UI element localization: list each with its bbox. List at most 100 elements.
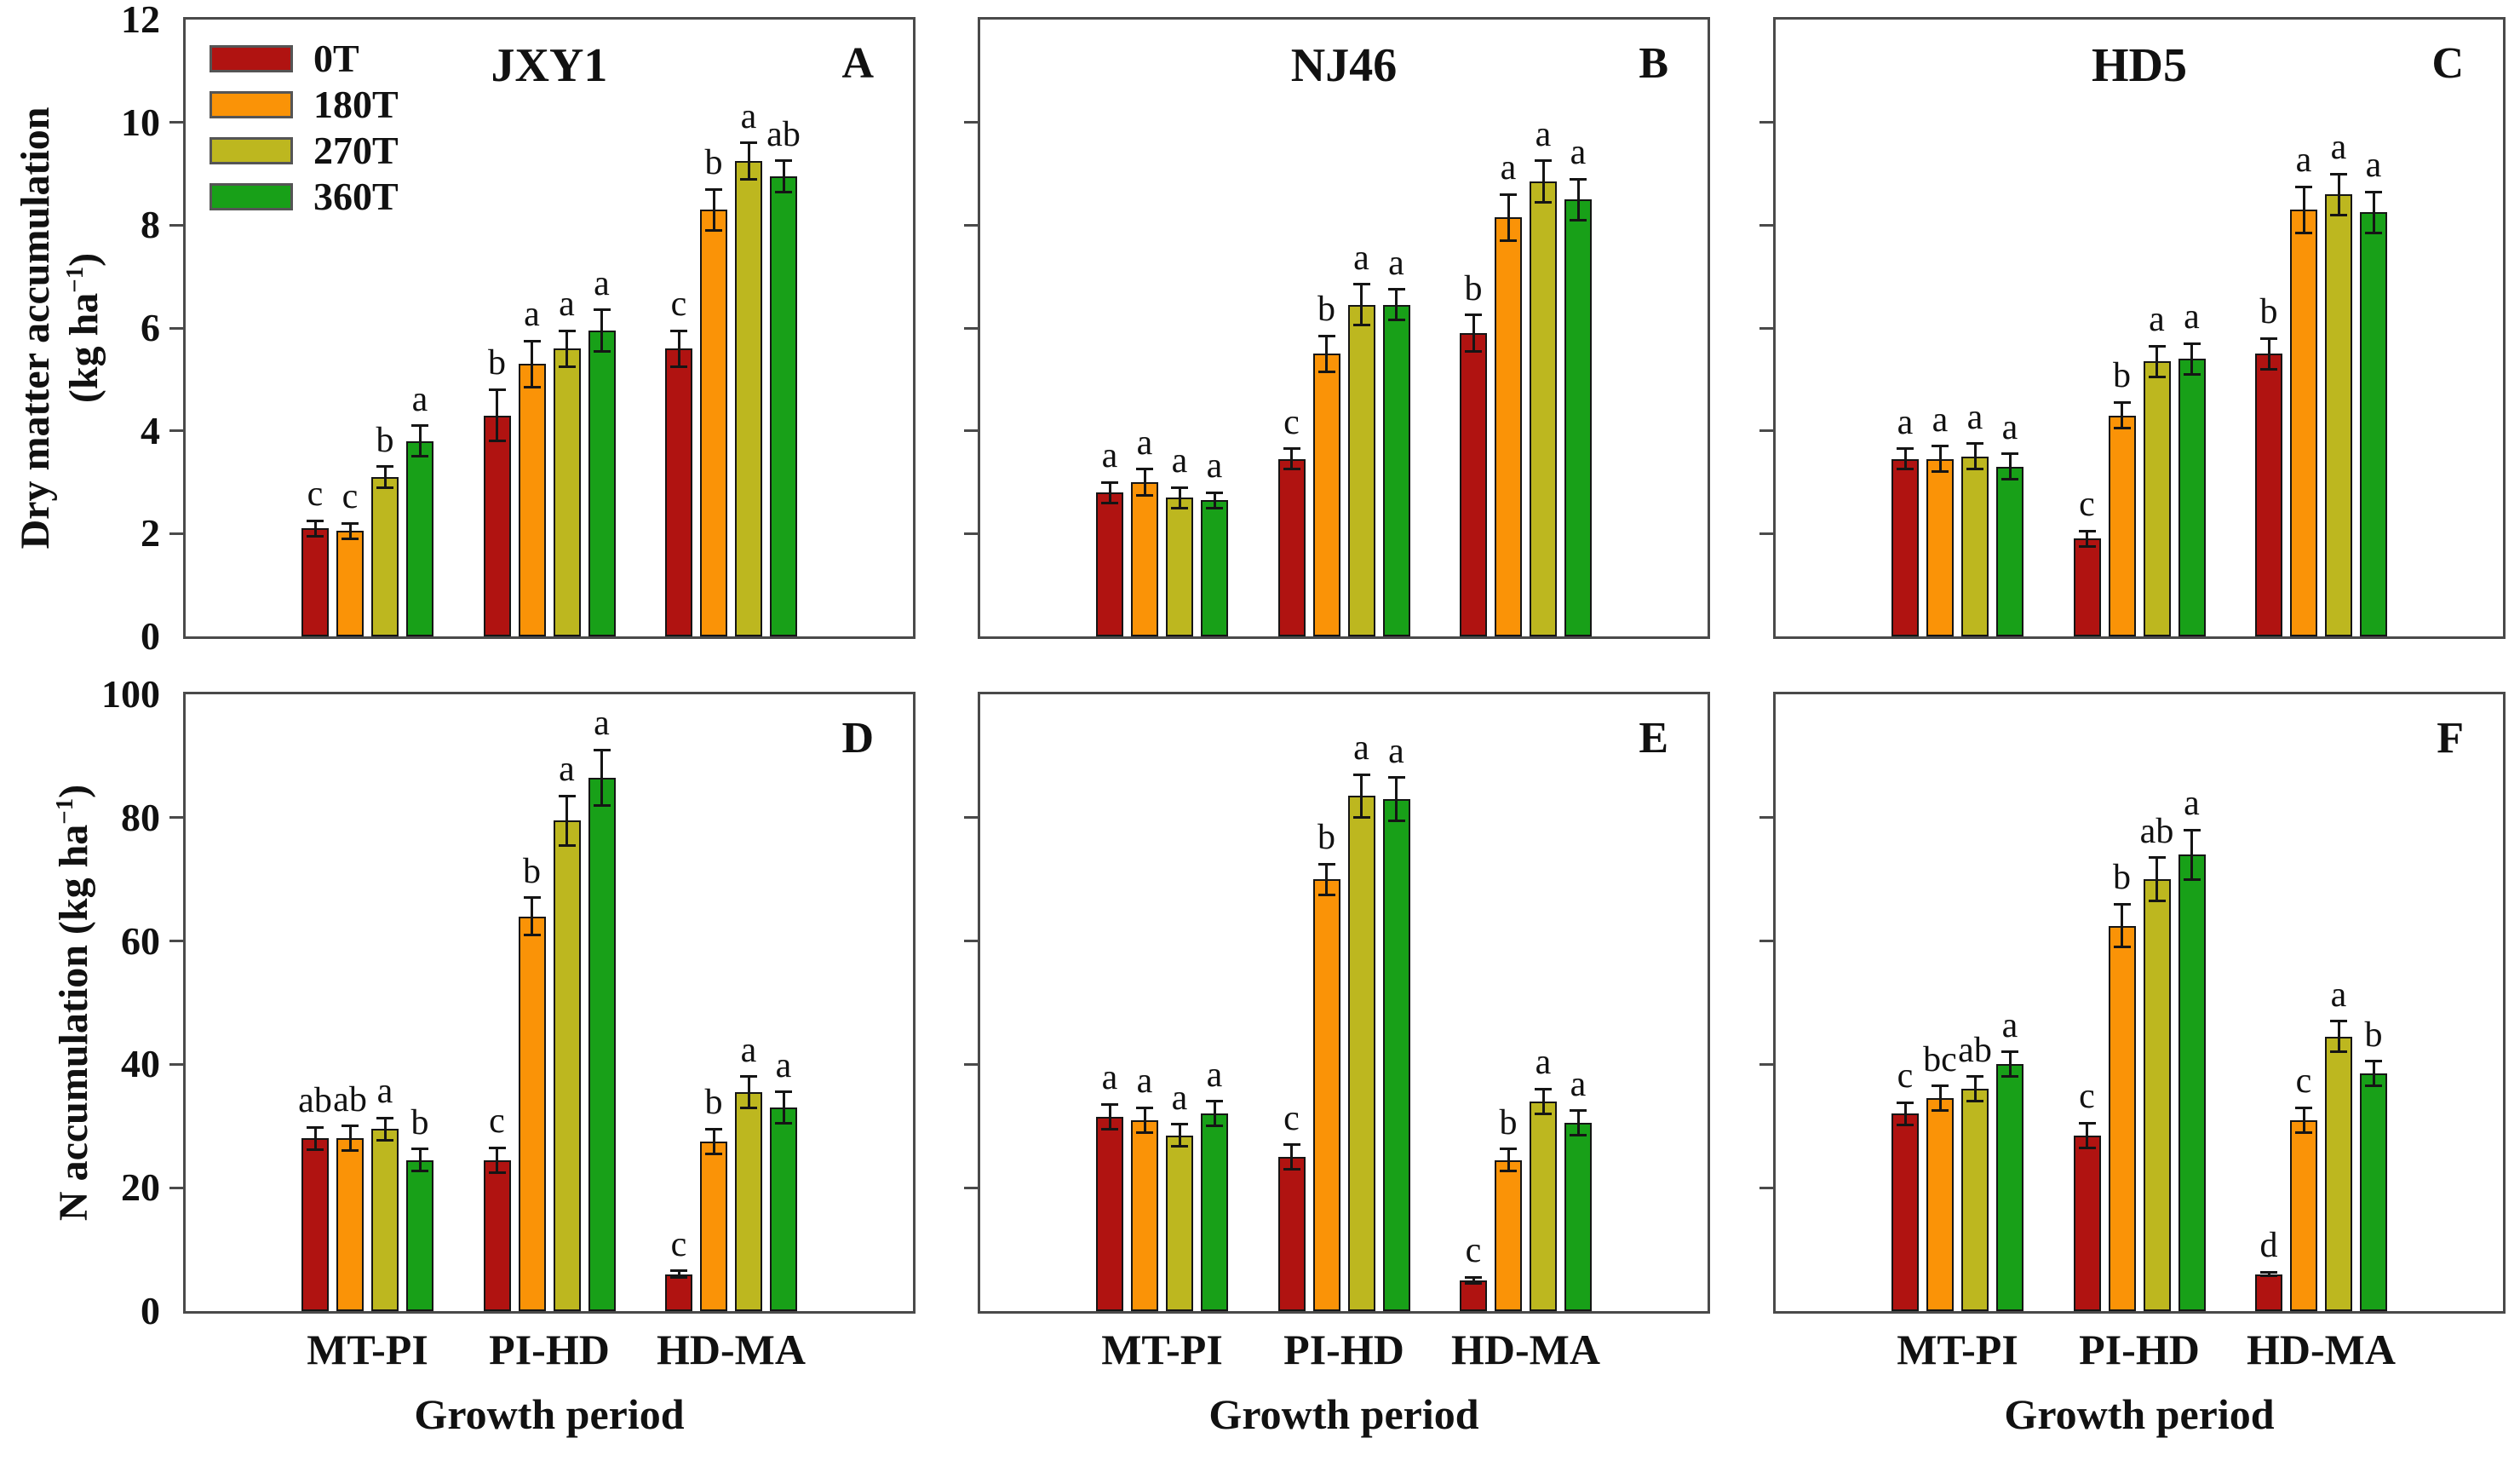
- error-bar: [1108, 1104, 1111, 1130]
- bar-360t-mt-pi: [1201, 500, 1228, 636]
- error-bar: [2008, 453, 2012, 480]
- error-bar-cap-top: [1206, 491, 1223, 494]
- error-bar-cap-top: [1136, 468, 1153, 471]
- error-bar: [1325, 336, 1328, 372]
- bar-270t-hd-ma: [2325, 1036, 2352, 1311]
- x-tick-label-mt-pi: MT-PI: [1897, 1326, 2018, 1373]
- error-bar-cap-top: [411, 424, 428, 428]
- error-bar-cap-bottom: [1171, 1145, 1188, 1148]
- error-bar-cap-bottom: [2078, 1146, 2096, 1149]
- significance-letter: a: [1535, 114, 1552, 154]
- error-bar-cap-bottom: [2113, 946, 2131, 949]
- bar-270t-pi-hd: [2143, 361, 2171, 636]
- panel-letter: C: [2431, 39, 2464, 88]
- significance-letter: ab: [1958, 1030, 1992, 1070]
- error-bar-cap-bottom: [1317, 370, 1335, 373]
- significance-letter: a: [1206, 446, 1223, 486]
- error-bar-cap-top: [1352, 773, 1370, 776]
- bar-0t-hd-ma: [1460, 1280, 1487, 1311]
- error-bar-cap-top: [2148, 856, 2166, 860]
- error-bar: [1395, 777, 1398, 821]
- error-bar-cap-top: [2078, 529, 2096, 532]
- error-bar-cap-bottom: [2295, 231, 2312, 234]
- bar-0t-pi-hd: [483, 1159, 511, 1311]
- significance-letter: a: [740, 1030, 757, 1070]
- bar-0t-mt-pi: [1891, 458, 1919, 636]
- error-bar: [383, 466, 387, 488]
- panel-f: c bc ab a c b ab a d c a b F MT-PI PI-HD HD-MA Growth pe…: [1759, 692, 2506, 1435]
- y-tick-label: 8: [141, 203, 160, 247]
- x-tick-label-mt-pi: MT-PI: [307, 1326, 428, 1373]
- significance-letter: bc: [1923, 1039, 1957, 1079]
- bar-180t-hd-ma: [700, 210, 727, 636]
- panel-title: NJ46: [1290, 39, 1398, 92]
- error-bar-cap-bottom: [1317, 893, 1335, 896]
- panel-e: a a a a c b a a c b a a E MT-PI PI-HD HD-MA Growth perio…: [964, 692, 1710, 1435]
- significance-letter: b: [1317, 818, 1335, 858]
- error-bar-cap-top: [1387, 776, 1405, 780]
- error-bar-cap-bottom: [2183, 877, 2201, 881]
- error-bar: [1213, 1101, 1216, 1126]
- error-bar-cap-top: [740, 1075, 757, 1079]
- error-bar-cap-top: [1897, 447, 1914, 451]
- significance-letter: a: [1570, 1064, 1587, 1104]
- error-bar: [2267, 338, 2270, 370]
- bar-180t-hd-ma: [1495, 217, 1522, 636]
- significance-letter: a: [2184, 297, 2200, 337]
- error-bar-cap-top: [1387, 288, 1405, 291]
- bar-360t-pi-hd: [588, 777, 616, 1311]
- bar-360t-pi-hd: [1382, 799, 1410, 1311]
- error-bar-cap-bottom: [488, 1171, 506, 1174]
- significance-letter: b: [410, 1102, 429, 1142]
- error-bar: [2190, 343, 2193, 375]
- error-bar: [1541, 160, 1545, 203]
- legend-swatch-270t: [210, 137, 293, 164]
- error-bar-cap-bottom: [670, 1275, 687, 1279]
- error-bar-cap-top: [1500, 1148, 1517, 1151]
- y-axis-label-top: Dry matter accumulation (kg ha−1): [12, 17, 107, 639]
- error-bar-cap-top: [488, 1146, 506, 1149]
- bar-180t-mt-pi: [336, 1138, 364, 1311]
- bar-180t-pi-hd: [518, 916, 546, 1311]
- x-tick-label-pi-hd: PI-HD: [1283, 1326, 1404, 1373]
- error-bar: [1576, 179, 1580, 221]
- error-bar-cap-top: [2148, 344, 2166, 348]
- error-bar: [348, 1125, 352, 1151]
- error-bar-cap-top: [2078, 1121, 2096, 1125]
- error-bar: [2302, 187, 2305, 233]
- bar-0t-mt-pi: [1891, 1113, 1919, 1311]
- bar-180t-hd-ma: [700, 1141, 727, 1311]
- error-bar-cap-bottom: [342, 1149, 359, 1153]
- bar-270t-pi-hd: [1347, 304, 1375, 636]
- error-bar: [1213, 492, 1216, 509]
- error-bar-cap-bottom: [411, 455, 428, 458]
- significance-letter: a: [2330, 128, 2347, 167]
- error-bar: [313, 521, 317, 537]
- significance-letter: a: [1353, 238, 1369, 278]
- x-tick-label-hd-ma: HD-MA: [657, 1326, 806, 1373]
- bar-180t-pi-hd: [1312, 879, 1340, 1311]
- error-bar-cap-bottom: [1283, 468, 1300, 471]
- bar-360t-hd-ma: [770, 176, 797, 636]
- significance-letter: a: [740, 96, 757, 136]
- y-tick-mark: [1759, 532, 1773, 535]
- error-bar: [712, 1129, 715, 1154]
- x-axis-label: Growth period: [2004, 1390, 2275, 1438]
- bar-0t-mt-pi: [301, 1138, 329, 1311]
- significance-letter: a: [1388, 243, 1404, 283]
- error-bar: [1541, 1089, 1545, 1114]
- significance-letter: a: [1388, 731, 1404, 771]
- significance-letter: a: [1897, 402, 1914, 442]
- bar-270t-hd-ma: [735, 1091, 762, 1311]
- significance-letter: a: [2001, 1005, 2018, 1045]
- error-bar: [600, 750, 603, 806]
- error-bar-cap-top: [376, 465, 393, 469]
- error-bar-cap-bottom: [558, 843, 576, 847]
- bar-360t-mt-pi: [406, 1159, 433, 1311]
- error-bar-cap-top: [1570, 1109, 1587, 1113]
- error-bar-cap-bottom: [2295, 1130, 2312, 1134]
- error-bar: [2337, 1021, 2340, 1052]
- bar-180t-mt-pi: [1926, 1098, 1954, 1311]
- error-bar-cap-top: [523, 339, 541, 342]
- y-tick-mark: [964, 1186, 978, 1189]
